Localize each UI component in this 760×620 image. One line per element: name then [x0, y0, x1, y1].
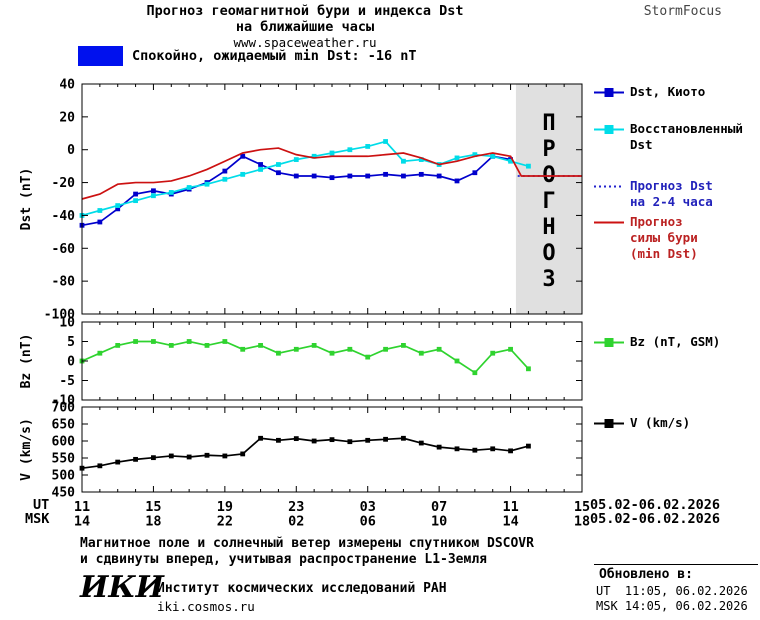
svg-text:11: 11 [74, 499, 90, 515]
legend-label-forecast-dst: Прогноз Dst на 2-4 часа [630, 178, 713, 209]
legend-label-restored-dst: Восстановленный Dst [630, 121, 743, 152]
institute-site: iki.cosmos.ru [157, 599, 255, 614]
svg-text:-5: -5 [59, 374, 75, 389]
svg-text:23: 23 [288, 499, 304, 515]
legend-swatch-restored-dst-icon [594, 125, 624, 134]
svg-text:О: О [542, 241, 555, 266]
svg-text:02: 02 [288, 514, 304, 530]
svg-text:06: 06 [360, 514, 376, 530]
svg-text:450: 450 [52, 486, 76, 501]
svg-text:18: 18 [145, 514, 161, 530]
svg-text:Р: Р [542, 137, 555, 162]
svg-text:40: 40 [59, 78, 75, 93]
storm-status: Спокойно, ожидаемый min Dst: -16 nT [78, 46, 416, 66]
svg-text:Н: Н [542, 215, 555, 240]
status-swatch [78, 46, 123, 66]
legend-swatch-v-icon [594, 419, 624, 428]
svg-text:20: 20 [59, 110, 75, 125]
svg-text:Г: Г [542, 189, 555, 214]
legend-item-dst-kyoto: Dst, Киото [594, 84, 760, 100]
svg-text:-100: -100 [44, 308, 75, 323]
svg-text:Bz (nT): Bz (nT) [19, 334, 34, 389]
msk-axis-label: MSK [25, 511, 50, 527]
legend-item-forecast-dst: Прогноз Dst на 2-4 часа [594, 178, 760, 210]
updated-title: Обновлено в: [599, 567, 693, 582]
footnote-line-1: Магнитное поле и солнечный ветер измерен… [80, 536, 534, 551]
svg-text:П: П [542, 111, 555, 136]
site-url: www.spaceweather.ru [233, 35, 377, 50]
legend-label-v: V (km/s) [630, 415, 691, 430]
svg-text:-60: -60 [52, 242, 76, 257]
page-subtitle: на ближайшие часы [235, 19, 375, 35]
svg-text:З: З [542, 267, 555, 292]
svg-text:19: 19 [217, 499, 233, 515]
svg-text:Dst (nT): Dst (nT) [19, 168, 34, 231]
svg-text:700: 700 [52, 401, 76, 416]
svg-text:500: 500 [52, 469, 76, 484]
footnote-line-2: и сдвинуты вперед, учитывая распростране… [80, 552, 487, 567]
page-header: Прогноз геомагнитной бури и индекса Dst … [70, 3, 540, 50]
legend-label-bz: Bz (nT, GSM) [630, 334, 721, 349]
legend-item-bz: Bz (nT, GSM) [594, 334, 760, 350]
updated-ut-time: UT 11:05, 06.02.2026 [596, 584, 748, 598]
svg-text:5: 5 [67, 335, 75, 350]
legend-swatch-storm-strength-icon [594, 221, 624, 224]
ut-date-range: 05.02-06.02.2026 [590, 497, 721, 513]
msk-date-range: 05.02-06.02.2026 [590, 511, 721, 527]
svg-text:18: 18 [574, 514, 590, 530]
legend-label-storm-strength: Прогноз силы бури (min Dst) [630, 214, 698, 261]
legend-swatch-dst-kyoto-icon [594, 88, 624, 97]
svg-text:22: 22 [217, 514, 233, 530]
legend-swatch-forecast-dst-icon [594, 185, 624, 188]
updated-msk-time: MSK 14:05, 06.02.2026 [596, 599, 748, 613]
updated-divider [594, 564, 758, 565]
legend-swatch-bz-icon [594, 338, 624, 347]
svg-text:V (km/s): V (km/s) [19, 418, 34, 481]
ut-axis-label: UT [33, 497, 50, 513]
svg-text:550: 550 [52, 452, 76, 467]
institute-name: Институт космических исследований РАН [157, 581, 447, 596]
svg-text:650: 650 [52, 418, 76, 433]
brand-label: StormFocus [643, 4, 722, 19]
iki-logo: ИКИ [80, 570, 164, 605]
legend-item-storm-strength: Прогноз силы бури (min Dst) [594, 214, 760, 262]
svg-text:-40: -40 [52, 209, 76, 224]
svg-text:600: 600 [52, 435, 76, 450]
svg-text:-10: -10 [52, 394, 76, 409]
svg-text:-20: -20 [52, 176, 76, 191]
svg-text:15: 15 [574, 499, 590, 515]
svg-text:10: 10 [431, 514, 447, 530]
legend-item-restored-dst: Восстановленный Dst [594, 121, 760, 153]
svg-text:-80: -80 [52, 275, 76, 290]
svg-text:07: 07 [431, 499, 447, 515]
legend-label-dst-kyoto: Dst, Киото [630, 84, 706, 99]
svg-text:14: 14 [502, 514, 518, 530]
svg-text:0: 0 [67, 355, 75, 370]
page-title: Прогноз геомагнитной бури и индекса Dst [146, 3, 464, 19]
svg-text:0: 0 [67, 143, 75, 158]
svg-text:10: 10 [59, 316, 75, 331]
legend-item-v: V (km/s) [594, 415, 760, 431]
svg-text:15: 15 [145, 499, 161, 515]
status-text: Спокойно, ожидаемый min Dst: -16 nT [132, 48, 417, 64]
svg-text:11: 11 [502, 499, 518, 515]
svg-text:03: 03 [360, 499, 376, 515]
svg-text:14: 14 [74, 514, 90, 530]
